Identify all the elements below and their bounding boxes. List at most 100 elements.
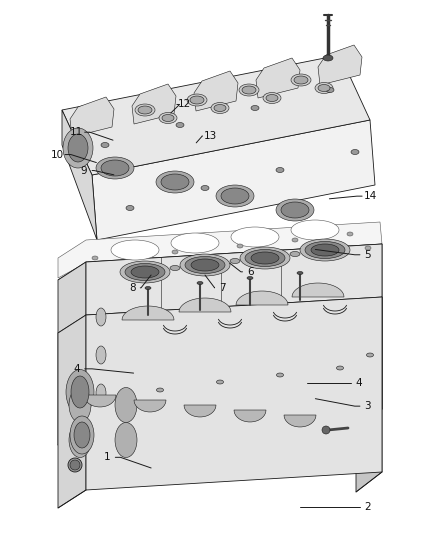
Ellipse shape — [347, 232, 353, 236]
Ellipse shape — [63, 128, 93, 168]
Text: 6: 6 — [247, 267, 254, 277]
Ellipse shape — [96, 157, 134, 179]
Ellipse shape — [185, 256, 225, 273]
Polygon shape — [356, 297, 382, 492]
Polygon shape — [234, 410, 266, 422]
Polygon shape — [86, 244, 382, 427]
Polygon shape — [292, 283, 344, 297]
Ellipse shape — [237, 244, 243, 248]
Ellipse shape — [281, 202, 309, 218]
Text: 12: 12 — [178, 100, 191, 109]
Ellipse shape — [323, 55, 333, 61]
Ellipse shape — [69, 387, 91, 423]
Polygon shape — [318, 45, 362, 85]
Ellipse shape — [145, 287, 151, 289]
Ellipse shape — [170, 265, 180, 271]
Ellipse shape — [115, 387, 137, 423]
Polygon shape — [84, 395, 116, 407]
Ellipse shape — [101, 160, 129, 176]
Ellipse shape — [156, 388, 163, 392]
Ellipse shape — [336, 366, 343, 370]
Polygon shape — [132, 84, 176, 124]
Ellipse shape — [365, 246, 371, 250]
Ellipse shape — [351, 149, 359, 155]
Polygon shape — [236, 291, 288, 305]
Ellipse shape — [96, 396, 103, 400]
Text: 4: 4 — [73, 364, 80, 374]
Ellipse shape — [214, 104, 226, 111]
Ellipse shape — [247, 277, 253, 279]
Ellipse shape — [300, 239, 350, 261]
Ellipse shape — [68, 134, 88, 162]
Ellipse shape — [201, 185, 209, 190]
Polygon shape — [70, 97, 114, 137]
Ellipse shape — [70, 460, 80, 470]
Text: 10: 10 — [50, 150, 64, 159]
Polygon shape — [184, 405, 216, 417]
Ellipse shape — [71, 376, 89, 408]
Ellipse shape — [115, 423, 137, 457]
Text: 1: 1 — [104, 453, 111, 462]
Ellipse shape — [172, 250, 178, 254]
Ellipse shape — [135, 104, 155, 116]
Ellipse shape — [305, 241, 345, 259]
Polygon shape — [58, 244, 382, 280]
Polygon shape — [122, 306, 174, 320]
Polygon shape — [179, 298, 231, 312]
Polygon shape — [62, 55, 370, 175]
Ellipse shape — [230, 259, 240, 263]
Text: 5: 5 — [364, 250, 371, 260]
Polygon shape — [58, 297, 382, 333]
Polygon shape — [92, 120, 375, 240]
Ellipse shape — [251, 252, 279, 264]
Ellipse shape — [190, 96, 204, 104]
Polygon shape — [134, 400, 166, 412]
Text: 3: 3 — [364, 401, 371, 411]
Ellipse shape — [276, 199, 314, 221]
Ellipse shape — [242, 86, 256, 94]
Text: 11: 11 — [70, 127, 83, 137]
Ellipse shape — [290, 252, 300, 256]
Text: 8: 8 — [129, 283, 136, 293]
Polygon shape — [284, 415, 316, 427]
Ellipse shape — [326, 87, 334, 93]
Ellipse shape — [266, 94, 278, 101]
Ellipse shape — [292, 238, 298, 242]
Ellipse shape — [263, 93, 281, 103]
Ellipse shape — [191, 259, 219, 271]
Ellipse shape — [216, 380, 223, 384]
Polygon shape — [86, 297, 382, 490]
Ellipse shape — [294, 76, 308, 84]
Ellipse shape — [291, 220, 339, 240]
Ellipse shape — [276, 167, 284, 173]
Ellipse shape — [180, 254, 230, 276]
Ellipse shape — [197, 281, 203, 285]
Ellipse shape — [161, 174, 189, 190]
Polygon shape — [356, 244, 382, 429]
Ellipse shape — [171, 233, 219, 253]
Ellipse shape — [120, 261, 170, 283]
Ellipse shape — [159, 112, 177, 124]
Ellipse shape — [315, 83, 333, 93]
Ellipse shape — [111, 240, 159, 260]
Ellipse shape — [231, 227, 279, 247]
Ellipse shape — [240, 247, 290, 269]
Ellipse shape — [68, 458, 82, 472]
Ellipse shape — [187, 94, 207, 106]
Text: 7: 7 — [219, 283, 226, 293]
Ellipse shape — [126, 206, 134, 211]
Ellipse shape — [96, 384, 106, 402]
Ellipse shape — [322, 426, 330, 434]
Polygon shape — [58, 222, 382, 278]
Ellipse shape — [156, 171, 194, 193]
Ellipse shape — [101, 142, 109, 148]
Text: 14: 14 — [364, 191, 377, 201]
Ellipse shape — [66, 369, 94, 415]
Text: 4: 4 — [356, 378, 363, 387]
Ellipse shape — [251, 106, 259, 110]
Polygon shape — [58, 315, 86, 508]
Ellipse shape — [291, 74, 311, 86]
Ellipse shape — [318, 85, 330, 92]
Ellipse shape — [69, 423, 91, 457]
Ellipse shape — [162, 115, 174, 122]
